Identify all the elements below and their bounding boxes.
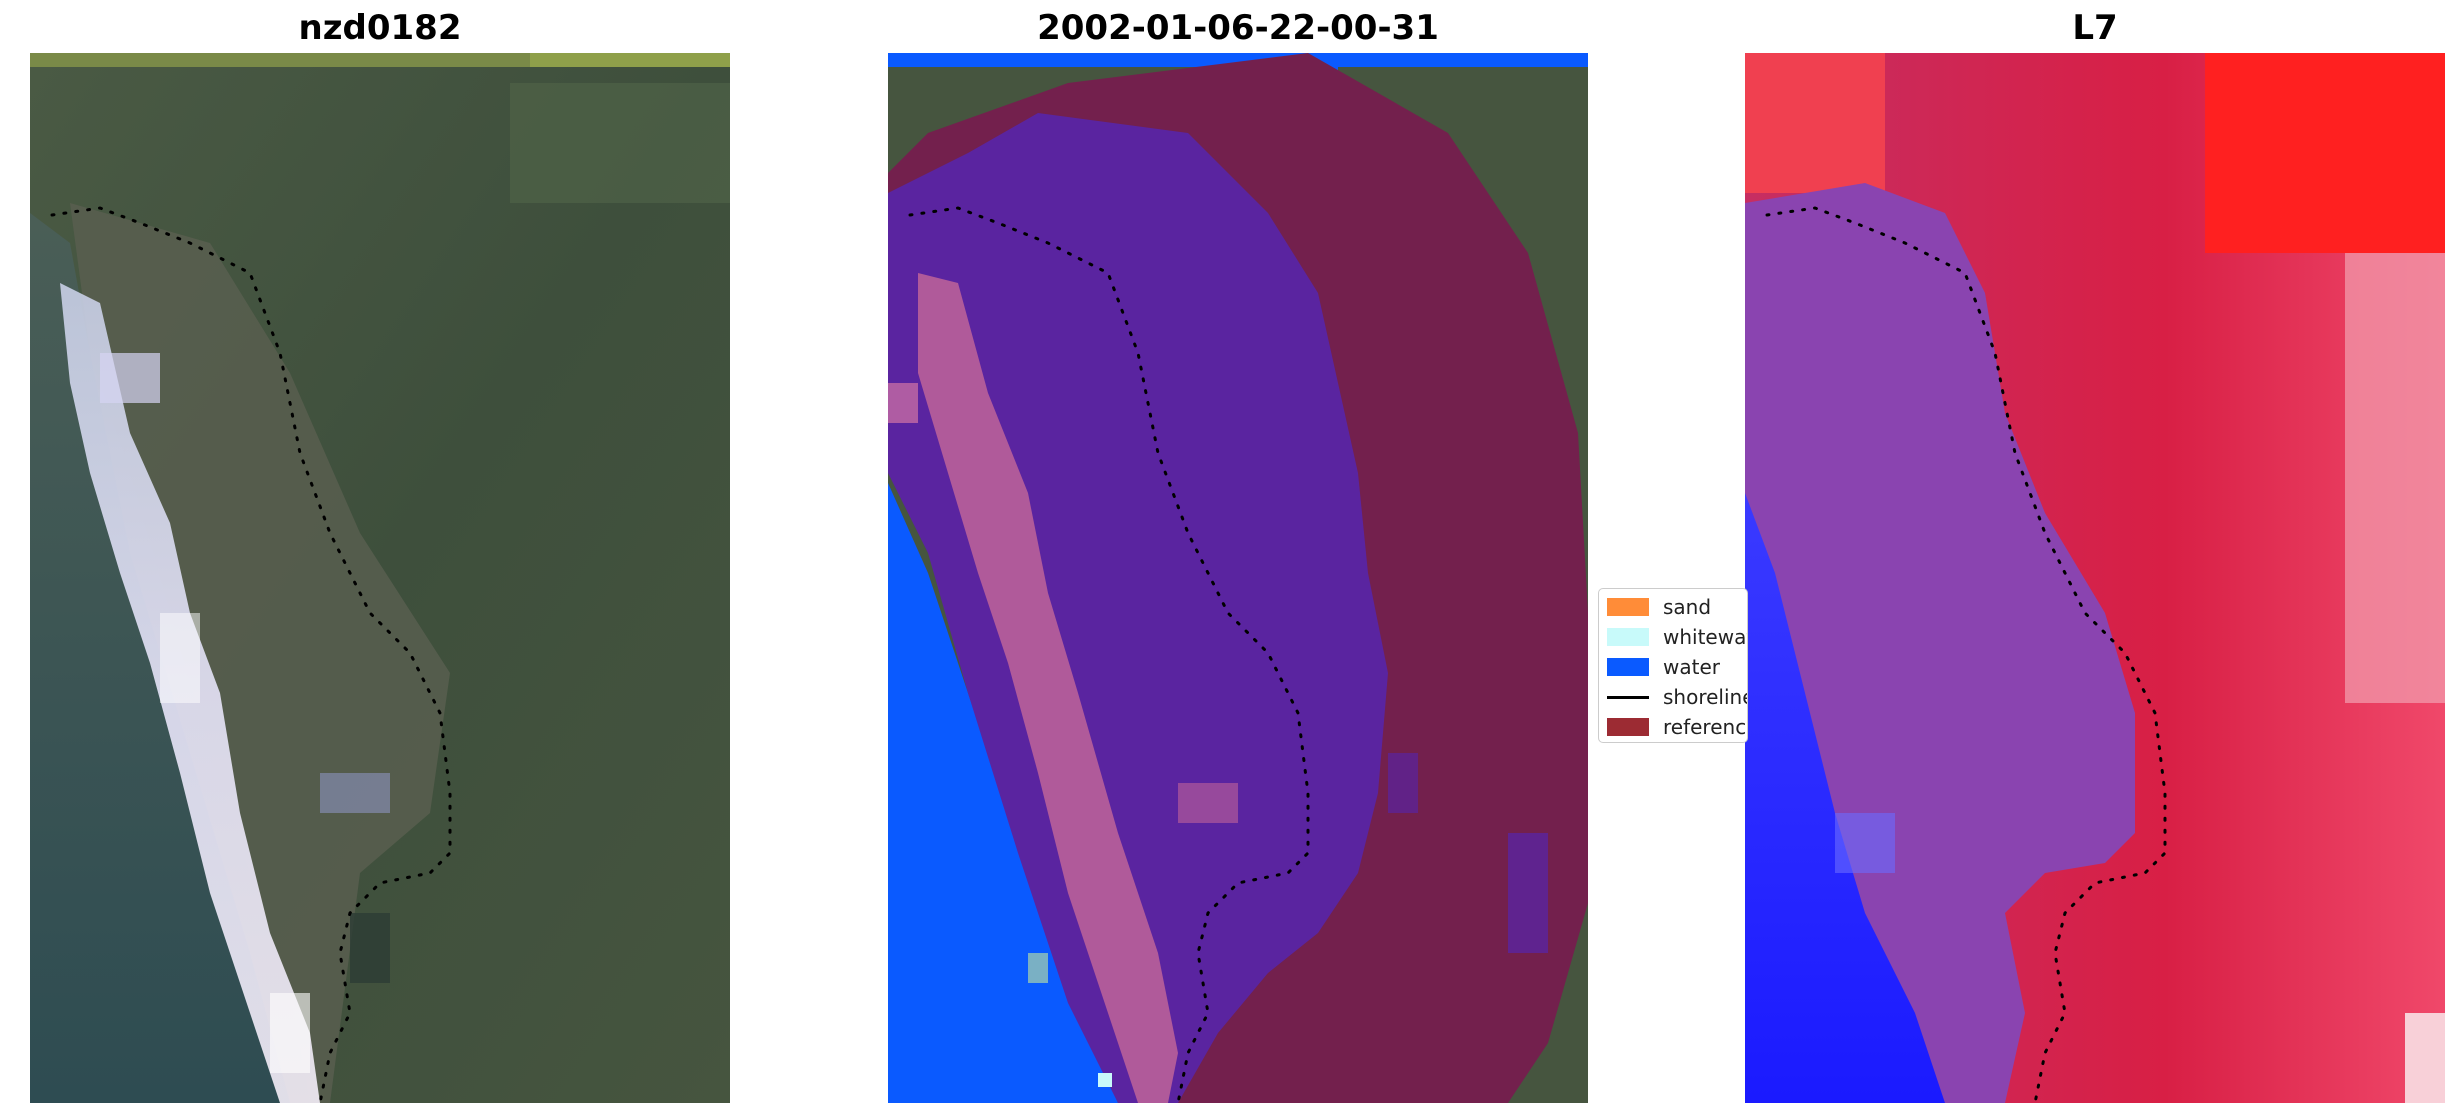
panel-title-classified: 2002-01-06-22-00-31 — [1037, 8, 1439, 48]
legend-item-whitewater: whitewater — [1607, 625, 1747, 649]
legend-item-reference: reference — [1607, 715, 1747, 739]
panel-title-index: L7 — [2072, 8, 2118, 48]
legend-patch-water — [1607, 658, 1649, 676]
rgb-image — [30, 53, 730, 1103]
legend-line-shoreline — [1607, 695, 1649, 699]
index-image-panel — [1745, 53, 2445, 1103]
legend-label: water — [1663, 655, 1720, 679]
legend-item-water: water — [1607, 655, 1720, 679]
shoreline-line — [50, 206, 452, 1103]
legend-patch-sand — [1607, 598, 1649, 616]
shoreline-line — [1765, 206, 2167, 1103]
panel-title-rgb: nzd0182 — [298, 8, 462, 48]
legend-patch-whitewater — [1607, 628, 1649, 646]
classified-image — [888, 53, 1588, 1103]
legend-patch-reference — [1607, 718, 1649, 736]
rgb-image-panel — [30, 53, 730, 1103]
legend-item-sand: sand — [1607, 595, 1711, 619]
classified-image-panel — [888, 53, 1588, 1103]
legend-label: whitewater — [1663, 625, 1747, 649]
legend-label: shoreline — [1663, 685, 1748, 709]
legend: sand whitewater water shoreline referenc… — [1598, 588, 1748, 743]
legend-label: reference — [1663, 715, 1747, 739]
shoreline-line — [908, 206, 1310, 1103]
legend-item-shoreline: shoreline — [1607, 685, 1748, 709]
index-image — [1745, 53, 2445, 1103]
legend-label: sand — [1663, 595, 1712, 619]
